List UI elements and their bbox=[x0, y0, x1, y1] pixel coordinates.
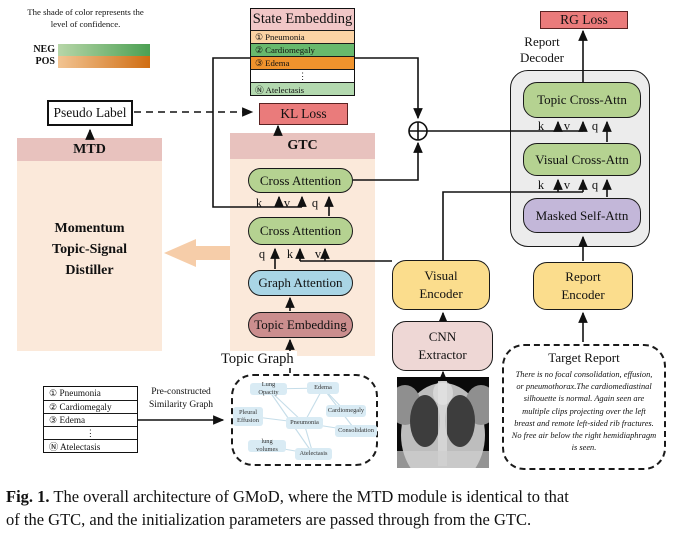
legend-neg-gradient-bar bbox=[58, 44, 150, 56]
ca1-q-label: q bbox=[311, 196, 319, 210]
ca2-q-label: q bbox=[258, 247, 266, 261]
cnn-extractor: CNN Extractor bbox=[392, 321, 493, 371]
topic-node-cardiomegaly: Cardiomegaly bbox=[326, 405, 366, 417]
tca-q-label: q bbox=[591, 119, 599, 133]
ca2-k-label: k bbox=[286, 247, 294, 261]
list-row-ellipsis: ⋮ bbox=[44, 426, 137, 439]
gtc-graph-attention: Graph Attention bbox=[248, 270, 353, 296]
tca-v-label: v bbox=[563, 119, 571, 133]
mtd-body bbox=[17, 161, 162, 351]
list-row-cardiomegaly: ② Cardiomegaly bbox=[44, 400, 137, 413]
mtd-label: Momentum Topic-Signal Distiller bbox=[52, 221, 127, 278]
report-decoder-label: Report Decoder bbox=[519, 34, 565, 66]
topic-graph-label: Topic Graph bbox=[221, 351, 297, 368]
legend-title: The shade of color represents the level … bbox=[27, 7, 144, 29]
ca1-k-label: k bbox=[255, 196, 263, 210]
ca1-v-label: v bbox=[283, 196, 291, 210]
state-row-pneumonia: ① Pneumonia bbox=[251, 30, 354, 43]
topic-cross-attn: Topic Cross-Attn bbox=[523, 82, 641, 118]
gtc-cross-attention-2: Cross Attention bbox=[248, 217, 353, 245]
tca-k-label: k bbox=[537, 119, 545, 133]
vca-v-label: v bbox=[563, 178, 571, 192]
pseudo-label-box: Pseudo Label bbox=[47, 100, 133, 126]
state-row-ellipsis: ⋮ bbox=[251, 69, 354, 82]
mtd-header: MTD bbox=[17, 138, 162, 161]
visual-cross-attn: Visual Cross-Attn bbox=[523, 143, 641, 176]
visual-encoder: Visual Encoder bbox=[392, 260, 490, 310]
legend-pos-label: POS bbox=[35, 56, 55, 67]
chest-xray-image bbox=[389, 377, 497, 487]
masked-self-attn: Masked Self-Attn bbox=[523, 198, 641, 233]
rg-loss-box: RG Loss bbox=[540, 11, 628, 29]
topic-node-consolidation: Consolidation bbox=[335, 425, 377, 437]
state-embedding-title: State Embedding bbox=[251, 9, 354, 30]
gtc-header: GTC bbox=[230, 133, 375, 159]
topic-node-pneumonia: Pneumonia bbox=[286, 417, 323, 429]
vca-q-label: q bbox=[591, 178, 599, 192]
momentum-arrow bbox=[164, 239, 230, 267]
figure-caption: Fig. 1. The overall architecture of GMoD… bbox=[6, 487, 569, 529]
kl-loss-box: KL Loss bbox=[259, 103, 348, 125]
topic-node-atelectasis: Atelectasis bbox=[295, 448, 332, 460]
target-report-title: Target Report bbox=[548, 350, 620, 365]
topic-node-lung-opacity: Lung Opacity bbox=[250, 381, 287, 396]
similarity-graph-label: Pre-constructed Similarity Graph bbox=[148, 387, 214, 410]
target-report-box: Target Report There is no focal consolid… bbox=[502, 344, 666, 470]
list-row-pneumonia: ① Pneumonia bbox=[44, 387, 137, 400]
topic-node-lung-volumes: lung volumes bbox=[248, 438, 286, 453]
list-row-atelectasis: Ⓝ Atelectasis bbox=[44, 439, 137, 452]
state-row-edema: ③ Edema bbox=[251, 56, 354, 69]
gtc-topic-embedding: Topic Embedding bbox=[248, 312, 353, 338]
ca2-v-label: v bbox=[314, 247, 322, 261]
topic-node-edema: Edema bbox=[307, 382, 339, 394]
report-encoder: Report Encoder bbox=[533, 262, 633, 310]
vca-k-label: k bbox=[537, 178, 545, 192]
topic-list-box: ① Pneumonia ② Cardiomegaly ③ Edema ⋮ Ⓝ A… bbox=[43, 386, 138, 453]
target-report-text: There is no focal consolidation, effusio… bbox=[511, 370, 657, 453]
legend-pos-gradient-bar bbox=[58, 56, 150, 68]
legend-neg-label: NEG bbox=[33, 44, 55, 55]
caption-fig-number: Fig. 1. bbox=[6, 487, 50, 506]
state-row-atelectasis: Ⓝ Atelectasis bbox=[251, 82, 354, 95]
state-row-cardiomegaly: ② Cardiomegaly bbox=[251, 43, 354, 56]
gtc-cross-attention-1: Cross Attention bbox=[248, 168, 353, 193]
circle-plus-icon bbox=[408, 121, 428, 141]
topic-graph-box bbox=[231, 374, 378, 466]
list-row-edema: ③ Edema bbox=[44, 413, 137, 426]
state-embedding-box: State Embedding ① Pneumonia ② Cardiomega… bbox=[250, 8, 355, 96]
topic-node-pleural-effusion: Pleural Effusion bbox=[233, 407, 263, 426]
